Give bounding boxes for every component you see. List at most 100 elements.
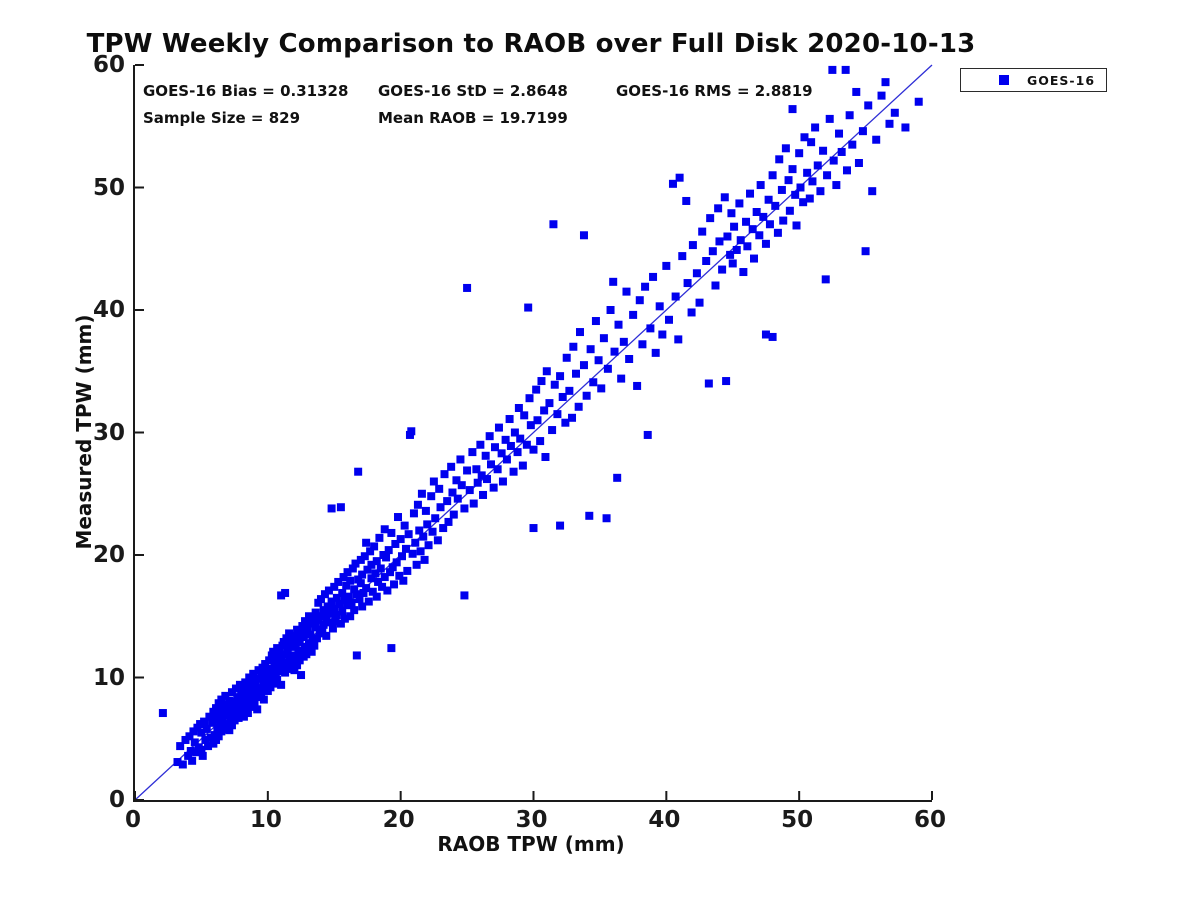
- scatter-point: [176, 742, 185, 751]
- stat-bias: GOES-16 Bias = 0.31328: [143, 82, 349, 100]
- scatter-point: [714, 204, 723, 213]
- y-tick-label: 50: [92, 174, 125, 201]
- scatter-point: [682, 196, 691, 205]
- scatter-point: [752, 208, 761, 216]
- scatter-point: [332, 593, 341, 602]
- scatter-point: [354, 467, 363, 476]
- scatter-point: [331, 617, 340, 626]
- scatter-point: [722, 377, 731, 386]
- scatter-point: [212, 704, 221, 713]
- scatter-point: [427, 492, 436, 501]
- scatter-point: [582, 391, 591, 400]
- scatter-point: [188, 756, 197, 765]
- chart-title: TPW Weekly Comparison to RAOB over Full …: [86, 29, 976, 59]
- scatter-point: [569, 342, 578, 351]
- scatter-point: [807, 138, 816, 147]
- scatter-point: [281, 588, 290, 597]
- scatter-point: [845, 111, 854, 120]
- scatter-point: [803, 168, 812, 177]
- scatter-point: [556, 372, 565, 381]
- scatter-point: [481, 451, 490, 460]
- scatter-point: [416, 547, 425, 556]
- scatter-point: [457, 481, 466, 490]
- scatter-point: [683, 279, 692, 288]
- scatter-point: [646, 324, 655, 333]
- scatter-point: [525, 394, 534, 403]
- scatter-point: [529, 445, 538, 454]
- scatter-point: [591, 317, 600, 326]
- scatter-point: [396, 535, 405, 544]
- scatter-point: [768, 332, 777, 341]
- scatter-point: [433, 536, 442, 545]
- scatter-point: [362, 584, 371, 593]
- scatter-point: [823, 171, 832, 180]
- scatter-point: [273, 675, 282, 684]
- scatter-point: [290, 666, 299, 675]
- scatter-point: [743, 242, 752, 251]
- scatter-point: [483, 475, 492, 484]
- scatter-point: [225, 726, 234, 735]
- scatter-point: [662, 261, 671, 270]
- scatter-point: [305, 612, 314, 621]
- scatter-point: [243, 709, 252, 718]
- scatter-point: [311, 608, 320, 617]
- y-tick-label: 30: [92, 419, 125, 446]
- scatter-point: [368, 587, 377, 596]
- scatter-point: [711, 281, 720, 290]
- scatter-point: [742, 217, 751, 226]
- scatter-point: [391, 539, 400, 548]
- scatter-point: [237, 690, 246, 699]
- scatter-point: [408, 549, 417, 558]
- scatter-point: [572, 369, 581, 378]
- scatter-point: [861, 247, 870, 256]
- scatter-point: [813, 161, 822, 170]
- scatter-point: [403, 566, 412, 575]
- scatter-point: [603, 364, 612, 373]
- scatter-point: [505, 415, 514, 424]
- scatter-point: [310, 641, 319, 650]
- scatter-point: [208, 718, 217, 727]
- scatter-point: [692, 269, 701, 278]
- scatter-point: [358, 602, 367, 611]
- scatter-point: [768, 171, 777, 180]
- scatter-point: [356, 579, 365, 588]
- scatter-point: [204, 742, 213, 751]
- scatter-point: [298, 622, 307, 631]
- scatter-point: [848, 140, 857, 149]
- scatter-point: [678, 252, 687, 261]
- scatter-point: [359, 588, 368, 597]
- scatter-point: [502, 455, 511, 464]
- scatter-point: [395, 571, 404, 580]
- scatter-point: [759, 212, 768, 221]
- scatter-point: [622, 287, 631, 296]
- scatter-point: [561, 418, 570, 427]
- y-tick-label: 10: [92, 664, 125, 691]
- scatter-point: [380, 525, 389, 534]
- scatter-point: [282, 650, 291, 659]
- scatter-point: [346, 612, 355, 621]
- scatter-point: [376, 564, 385, 573]
- scatter-point: [285, 629, 294, 638]
- scatter-point: [334, 577, 343, 586]
- scatter-point: [732, 245, 741, 254]
- scatter-point: [200, 717, 209, 726]
- scatter-point: [585, 511, 594, 520]
- scatter-point: [545, 399, 554, 408]
- x-axis-label: RAOB TPW (mm): [437, 832, 625, 856]
- scatter-point: [363, 565, 372, 574]
- scatter-point: [397, 552, 406, 561]
- scatter-point: [328, 624, 337, 633]
- scatter-point: [761, 330, 770, 339]
- plot-canvas: [134, 64, 933, 801]
- scatter-point: [443, 497, 452, 506]
- scatter-point: [213, 715, 222, 724]
- scatter-point: [350, 606, 359, 615]
- scatter-point: [380, 573, 389, 582]
- scatter-point: [702, 257, 711, 265]
- scatter-point: [282, 634, 291, 643]
- scatter-point: [490, 443, 499, 452]
- scatter-point: [322, 631, 331, 640]
- scatter-point: [723, 232, 732, 241]
- scatter-point: [606, 306, 615, 314]
